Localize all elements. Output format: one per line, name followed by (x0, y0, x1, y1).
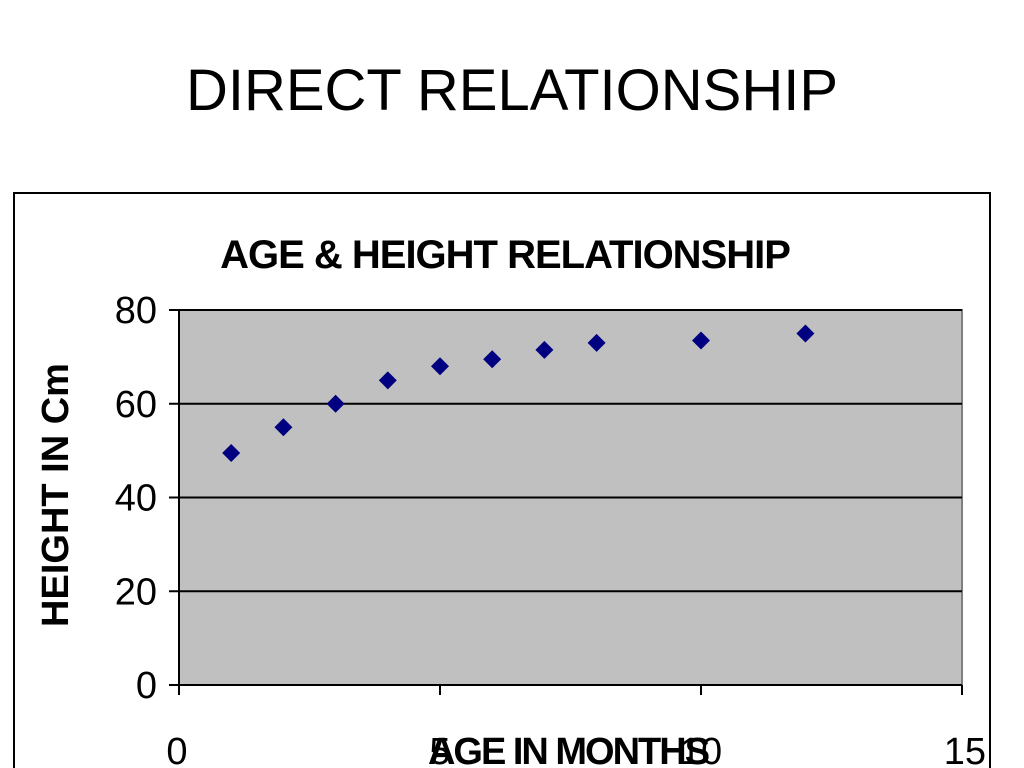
y-tick-label: 60 (115, 384, 157, 426)
y-tick-label: 80 (115, 290, 157, 332)
data-point (692, 331, 710, 350)
y-tick-labels: 0 20 40 60 80 (115, 290, 157, 707)
y-tick-label: 0 (136, 665, 157, 707)
y-tick-label: 40 (115, 478, 157, 520)
data-point (796, 324, 815, 343)
data-point (587, 333, 606, 352)
x-tick-labels: 0 5 10 15 (166, 731, 986, 768)
data-point (378, 371, 397, 390)
y-axis-label: HEIGHT IN Cm (35, 363, 77, 627)
x-axis-label: AGE IN MONTHS (428, 731, 709, 768)
chart-title: AGE & HEIGHT RELATIONSHIP (220, 233, 790, 277)
axes (169, 309, 963, 695)
data-point (535, 340, 554, 359)
data-point (431, 357, 449, 376)
x-tick-label: 5 (429, 731, 450, 768)
data-point (222, 443, 241, 462)
slide-title: DIRECT RELATIONSHIP (185, 58, 839, 123)
y-tick-label: 20 (115, 571, 157, 613)
x-tick-label: 15 (944, 731, 986, 768)
data-point (274, 418, 293, 437)
data-points (222, 324, 815, 462)
x-tick-label: 10 (680, 731, 722, 768)
data-point (326, 394, 345, 413)
gridlines (179, 309, 962, 593)
x-tick-label: 0 (166, 731, 187, 768)
data-point (483, 350, 502, 369)
